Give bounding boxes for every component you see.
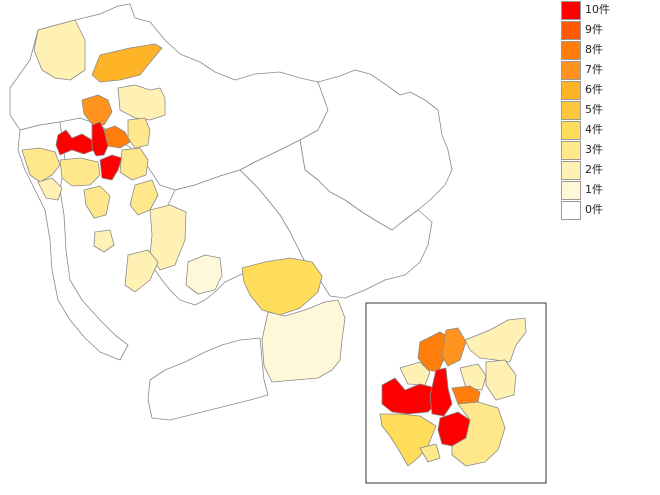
legend-swatch	[561, 161, 581, 180]
inset-map	[365, 302, 547, 484]
inset-region[interactable]	[417, 331, 451, 373]
region[interactable]	[59, 157, 101, 187]
legend-swatch	[561, 141, 581, 160]
legend-label: 6件	[585, 83, 603, 96]
region[interactable]	[81, 94, 113, 126]
legend-swatch	[561, 21, 581, 40]
inset-region[interactable]	[379, 413, 437, 467]
inset-region[interactable]	[451, 401, 506, 467]
region[interactable]	[119, 147, 149, 181]
legend-label: 7件	[585, 63, 603, 76]
legend-label: 10件	[585, 3, 610, 16]
inset-region[interactable]	[485, 359, 517, 401]
region[interactable]	[33, 19, 86, 81]
inset-region[interactable]	[441, 327, 467, 367]
region[interactable]	[149, 204, 187, 271]
inset-region[interactable]	[419, 443, 441, 463]
legend-label: 2件	[585, 163, 603, 176]
legend-swatch	[561, 1, 581, 20]
region[interactable]	[124, 249, 159, 293]
legend-label: 1件	[585, 183, 603, 196]
legend-swatch	[561, 61, 581, 80]
legend-label: 5件	[585, 103, 603, 116]
inset-region[interactable]	[451, 385, 481, 405]
legend-label: 8件	[585, 43, 603, 56]
legend-swatch	[561, 41, 581, 60]
region[interactable]	[99, 154, 123, 181]
inset-region[interactable]	[459, 363, 487, 391]
legend-swatch	[561, 201, 581, 220]
region[interactable]	[241, 257, 323, 316]
region[interactable]	[93, 229, 115, 253]
inset-region[interactable]	[464, 317, 527, 363]
region[interactable]	[117, 84, 166, 121]
region[interactable]	[185, 254, 223, 295]
inset-region[interactable]	[429, 367, 453, 417]
legend-swatch	[561, 101, 581, 120]
region[interactable]	[83, 185, 111, 219]
inset-region[interactable]	[399, 361, 431, 386]
legend-label: 9件	[585, 23, 603, 36]
region[interactable]	[91, 43, 163, 83]
legend-swatch	[561, 121, 581, 140]
region[interactable]	[147, 337, 269, 421]
region[interactable]	[21, 147, 61, 183]
region[interactable]	[261, 299, 346, 383]
legend-swatch	[561, 181, 581, 200]
legend-label: 3件	[585, 143, 603, 156]
main-map	[9, 3, 453, 421]
legend-label: 0件	[585, 203, 603, 216]
region[interactable]	[55, 129, 95, 156]
region[interactable]	[37, 177, 63, 201]
legend-label: 4件	[585, 123, 603, 136]
legend-swatch	[561, 81, 581, 100]
inset-frame	[365, 302, 547, 484]
region[interactable]	[91, 121, 109, 157]
